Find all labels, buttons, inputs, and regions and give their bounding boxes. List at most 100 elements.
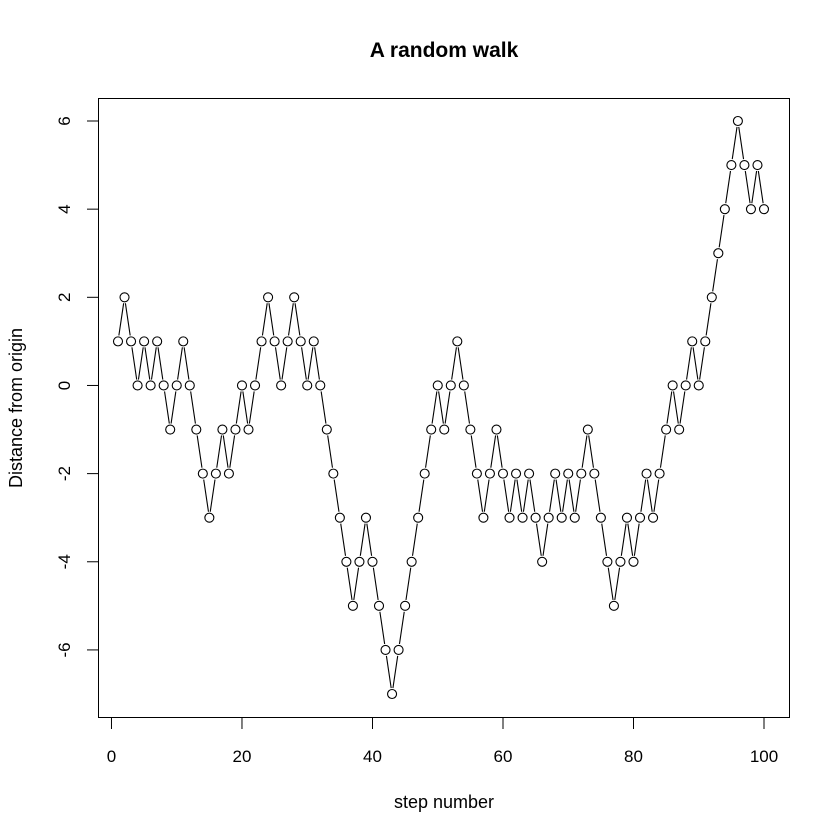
data-point bbox=[406, 556, 417, 567]
data-point bbox=[628, 556, 639, 567]
series-line-segment bbox=[137, 347, 144, 380]
chart-title: A random walk bbox=[370, 39, 519, 62]
data-point bbox=[210, 468, 221, 479]
data-point bbox=[706, 292, 717, 303]
data-point bbox=[432, 380, 443, 391]
series-line-segment bbox=[672, 391, 679, 424]
series-line-segment bbox=[431, 391, 438, 424]
series-line-segment bbox=[751, 170, 758, 204]
data-point bbox=[582, 424, 593, 435]
series-line-segment bbox=[725, 170, 732, 204]
series-line-segment bbox=[490, 435, 497, 468]
series-line-segment bbox=[281, 347, 288, 380]
series-line-segment bbox=[601, 523, 608, 556]
series-line-segment bbox=[346, 567, 353, 600]
series-line-segment bbox=[385, 655, 392, 689]
series-line-segment bbox=[535, 523, 542, 556]
series-line-segment bbox=[157, 347, 164, 380]
data-point bbox=[367, 556, 378, 567]
series-line-segment bbox=[131, 347, 138, 380]
y-tick-label: 2 bbox=[55, 293, 74, 302]
data-point bbox=[661, 424, 672, 435]
series-line-segment bbox=[203, 479, 210, 512]
data-point bbox=[119, 292, 130, 303]
data-point bbox=[667, 380, 678, 391]
y-tick-label: -4 bbox=[55, 554, 74, 569]
series-line-segment bbox=[575, 479, 581, 512]
data-point bbox=[576, 468, 587, 479]
series-line-segment bbox=[503, 479, 510, 512]
x-tick-label: 0 bbox=[107, 747, 116, 766]
series-line-segment bbox=[301, 347, 307, 380]
data-point bbox=[439, 424, 450, 435]
series-line-segment bbox=[496, 435, 503, 468]
series-line-segment bbox=[666, 391, 673, 424]
data-point bbox=[426, 424, 437, 435]
series-line-segment bbox=[646, 479, 653, 512]
x-tick-label: 40 bbox=[363, 747, 382, 766]
series-line-segment bbox=[705, 303, 712, 336]
series-line-segment bbox=[549, 479, 555, 512]
series-line-segment bbox=[516, 479, 523, 512]
data-point bbox=[758, 204, 770, 215]
series-line-segment bbox=[738, 126, 745, 160]
data-point bbox=[537, 556, 548, 567]
data-point bbox=[491, 424, 502, 435]
series-line-segment bbox=[562, 479, 568, 512]
y-tick-label: 0 bbox=[55, 381, 74, 390]
data-point bbox=[334, 512, 345, 523]
series-line-segment bbox=[542, 523, 549, 556]
series-line-segment bbox=[438, 391, 444, 424]
data-point bbox=[517, 512, 528, 523]
data-point bbox=[524, 468, 535, 479]
x-tick-label: 80 bbox=[624, 747, 643, 766]
y-tick-label: -2 bbox=[55, 466, 74, 481]
series-line-segment bbox=[164, 391, 170, 424]
series-line-segment bbox=[483, 479, 490, 512]
data-point bbox=[197, 468, 208, 479]
series-line-segment bbox=[405, 567, 412, 600]
series-line-segment bbox=[686, 347, 692, 380]
data-point bbox=[184, 380, 195, 391]
series-line-segment bbox=[653, 479, 660, 512]
x-tick-label: 20 bbox=[233, 747, 252, 766]
y-tick-label: 6 bbox=[55, 116, 74, 125]
series-line-segment bbox=[659, 435, 666, 468]
data-point bbox=[152, 336, 163, 347]
data-point bbox=[530, 512, 541, 523]
data-point bbox=[315, 380, 326, 391]
series-line-segment bbox=[744, 170, 751, 204]
series-line-segment bbox=[588, 435, 595, 468]
data-point bbox=[465, 424, 476, 435]
y-axis: -6 -4 -2 0 2 4 6 bbox=[55, 116, 99, 657]
series-line-segment bbox=[353, 567, 360, 600]
series-line-segment bbox=[627, 523, 634, 556]
series-line-segment bbox=[529, 479, 536, 512]
data-point bbox=[615, 556, 626, 567]
data-point bbox=[400, 600, 411, 611]
series-line-segment bbox=[679, 391, 686, 424]
data-point bbox=[178, 336, 189, 347]
data-point bbox=[452, 336, 463, 347]
series-line-segment bbox=[183, 347, 190, 380]
data-point bbox=[289, 292, 300, 303]
series-line-segment bbox=[170, 391, 177, 424]
series-line-segment bbox=[411, 523, 418, 556]
data-point bbox=[282, 336, 293, 347]
series-line-segment bbox=[314, 347, 320, 380]
series-line-segment bbox=[209, 479, 216, 512]
data-point bbox=[204, 512, 215, 523]
series-line-segment bbox=[640, 479, 647, 512]
series-line-segment bbox=[144, 347, 151, 380]
data-point bbox=[641, 468, 652, 479]
data-point bbox=[191, 424, 202, 435]
series-line-segment bbox=[372, 567, 379, 600]
data-point bbox=[295, 336, 306, 347]
data-point bbox=[504, 512, 515, 523]
data-point bbox=[674, 424, 685, 435]
series-line-segment bbox=[392, 655, 399, 689]
data-point bbox=[269, 336, 280, 347]
data-point bbox=[732, 115, 743, 127]
series-line-segment bbox=[235, 391, 242, 424]
